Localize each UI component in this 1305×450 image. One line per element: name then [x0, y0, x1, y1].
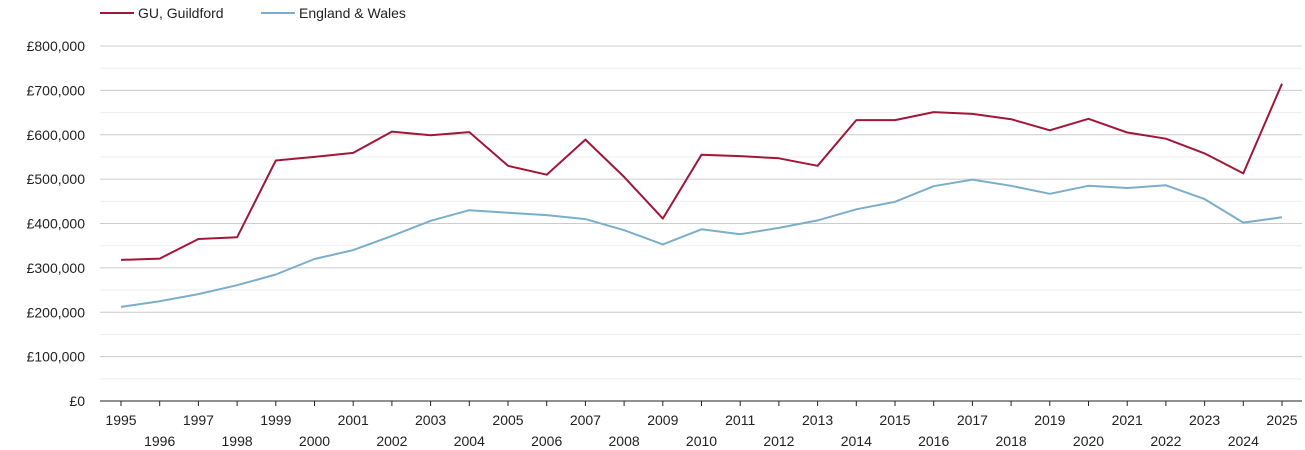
x-tick-label: 2004 — [454, 433, 485, 449]
x-tick-label: 2007 — [570, 412, 601, 428]
legend-label-1: England & Wales — [299, 5, 406, 21]
x-tick-label: 2011 — [725, 412, 755, 428]
series-line-0 — [120, 83, 1283, 261]
y-tick-label: £700,000 — [27, 82, 86, 98]
x-tick-label: 1995 — [105, 412, 136, 428]
x-tick-label: 2006 — [531, 433, 562, 449]
series-lines — [120, 83, 1283, 308]
x-tick-label: 2015 — [879, 412, 910, 428]
x-tick-label: 2018 — [996, 433, 1027, 449]
x-tick-label: 2024 — [1228, 433, 1259, 449]
x-tick-label: 2016 — [918, 433, 949, 449]
x-tick-label: 2014 — [841, 433, 872, 449]
x-tick-label: 2023 — [1189, 412, 1220, 428]
y-tick-label: £0 — [69, 393, 85, 409]
x-tick-label: 1996 — [144, 433, 175, 449]
x-axis: 1995 1996 1997 1998 1999 2000 2001 2002 2003 2004… — [105, 401, 1298, 449]
x-tick-label: 2012 — [763, 433, 794, 449]
x-tick-label: 2025 — [1266, 412, 1297, 428]
x-tick-label: 2001 — [338, 412, 369, 428]
x-tick-label: 2000 — [299, 433, 330, 449]
y-tick-label: £400,000 — [27, 216, 86, 232]
x-tick-label: 2009 — [647, 412, 678, 428]
y-tick-label: £200,000 — [27, 304, 86, 320]
x-tick-label: 2003 — [415, 412, 446, 428]
grid-lines — [100, 45, 1302, 402]
x-tick-label: 2020 — [1073, 433, 1104, 449]
y-tick-label: £800,000 — [27, 38, 86, 54]
x-tick-label: 2013 — [802, 412, 833, 428]
y-tick-label: £500,000 — [27, 171, 86, 187]
y-tick-label: £100,000 — [27, 349, 86, 365]
x-tick-label: 2022 — [1150, 433, 1181, 449]
x-tick-label: 1999 — [260, 412, 291, 428]
legend: GU, Guildford England & Wales — [100, 5, 406, 21]
x-tick-label: 2021 — [1112, 412, 1143, 428]
y-axis: £0 £100,000 £200,000 £300,000 £400,000 £500,0… — [27, 38, 86, 409]
y-tick-label: £600,000 — [27, 127, 86, 143]
x-tick-label: 2005 — [492, 412, 523, 428]
x-tick-label: 1997 — [183, 412, 214, 428]
legend-label-0: GU, Guildford — [138, 5, 224, 21]
x-tick-label: 2017 — [957, 412, 988, 428]
x-tick-label: 1998 — [222, 433, 253, 449]
x-tick-label: 2019 — [1034, 412, 1065, 428]
x-tick-label: 2008 — [609, 433, 640, 449]
y-tick-label: £300,000 — [27, 260, 86, 276]
x-tick-label: 2002 — [376, 433, 407, 449]
x-tick-label: 2010 — [686, 433, 717, 449]
series-line-1 — [120, 178, 1283, 308]
